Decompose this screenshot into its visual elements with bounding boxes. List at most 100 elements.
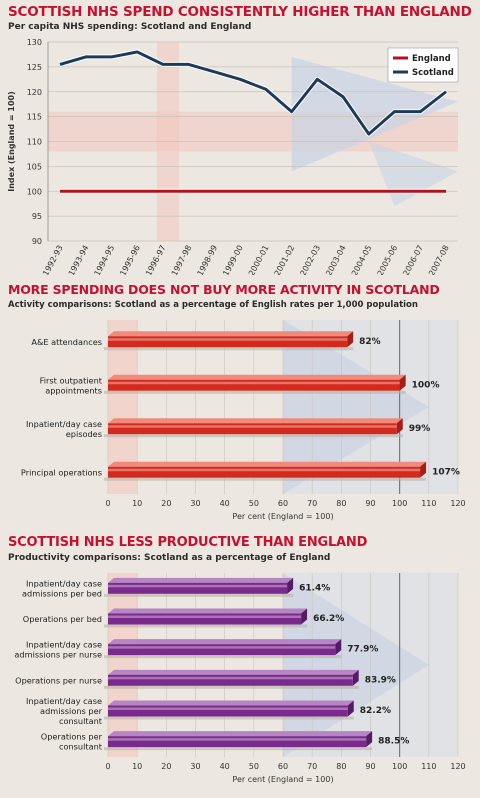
bar-end-face [399, 374, 406, 391]
bar-top-face [108, 608, 308, 614]
bg-triangle [283, 320, 429, 494]
x-tick-label: 100 [392, 499, 407, 508]
category-label: Inpatient/day case episodes [26, 419, 102, 439]
bar-shadow [104, 747, 373, 751]
x-tick-label: 1996-97 [144, 244, 168, 275]
bar-shadow [104, 434, 403, 438]
x-tick-label: 30 [190, 499, 200, 508]
bar [108, 379, 400, 391]
productivity-bar-chart: 0 10 20 30 40 50 60 70 80 90 100 110 120 Per cent (En… [14, 573, 466, 784]
x-tick-label: 2003-04 [324, 244, 348, 275]
x-tick-label: 30 [190, 762, 200, 771]
chart2-title: MORE SPENDING DOES NOT BUY MORE ACTIVITY… [8, 282, 440, 297]
bar-shadow [104, 624, 308, 628]
category-label: First outpatient appointments [40, 375, 103, 395]
x-tick-label: 110 [421, 499, 436, 508]
bar-shadow [104, 477, 427, 481]
x-axis-title: Per cent (England = 100) [232, 512, 333, 521]
bar-top-face [108, 374, 406, 380]
category-label: Operations per bed [23, 614, 102, 624]
x-tick-label: 1993-94 [67, 244, 91, 275]
bar-top-face [108, 731, 373, 737]
x-tick-label: 20 [161, 499, 171, 508]
bar-highlight [108, 584, 288, 588]
bar-highlight [108, 425, 397, 428]
bar-top-face [108, 331, 354, 337]
x-tick-label: 120 [450, 762, 465, 771]
category-label: A&E attendances [31, 337, 102, 347]
bar [108, 613, 302, 625]
bar-value-label: 82% [359, 337, 381, 347]
bar-shadow [104, 716, 354, 720]
y-tick-label: 130 [27, 38, 42, 47]
x-tick-label: 70 [307, 762, 317, 771]
bar-end-face [347, 700, 354, 717]
legend-box [387, 47, 459, 83]
x-tick-label: 1998-99 [196, 244, 220, 275]
x-tick-label: 1999-00 [221, 244, 245, 275]
bar [108, 644, 336, 656]
bar-top-face [108, 461, 427, 467]
bar-top-face [108, 669, 359, 675]
bar [108, 336, 348, 348]
x-tick-label: 70 [307, 499, 317, 508]
legend-label-scotland: Scotland [412, 68, 454, 78]
line-chart: 90 95 100 105 110 115 120 125 130 Index (England … [7, 38, 459, 275]
bar-end-face [352, 669, 359, 686]
bar-shadow [104, 347, 354, 351]
chart3-subtitle: Productivity comparisons: Scotland as a … [8, 553, 331, 563]
bar-shadow [104, 655, 342, 659]
x-tick-label: 120 [450, 499, 465, 508]
bar-highlight [108, 381, 400, 385]
y-tick-label: 95 [32, 212, 42, 221]
category-label: Operations per nurse [15, 675, 102, 685]
bar-shadow [104, 390, 406, 394]
category-label: Inpatient/day case admissions per bed [22, 578, 102, 598]
x-tick-label: 1997-98 [170, 244, 194, 275]
x-tick-label: 40 [220, 499, 230, 508]
bar-value-label: 88.5% [378, 737, 409, 747]
bar-highlight [108, 738, 367, 741]
bar [108, 705, 348, 717]
bar-highlight [108, 468, 421, 472]
chart2-subtitle: Activity comparisons: Scotland as a perc… [8, 300, 418, 310]
x-tick-label: 0 [105, 499, 110, 508]
bar-highlight [108, 676, 353, 680]
bar-top-face [108, 639, 342, 645]
y-tick-label: 125 [27, 63, 42, 72]
legend-label-england: England [412, 54, 451, 64]
bg-triangle-1 [291, 56, 458, 172]
bar [108, 674, 353, 686]
bar-value-label: 107% [432, 467, 460, 477]
bar-value-label: 83.9% [365, 675, 396, 685]
x-tick-label: 1992-93 [41, 244, 65, 275]
x-tick-label: 80 [336, 499, 346, 508]
bar-shadow [104, 593, 294, 597]
y-tick-label: 90 [32, 237, 42, 246]
x-tick-label: 1994-95 [93, 244, 117, 275]
bar-value-label: 61.4% [299, 583, 330, 593]
x-tick-label: 2007-08 [427, 244, 451, 275]
x-tick-label: 10 [132, 499, 142, 508]
x-tick-label: 50 [249, 499, 259, 508]
bar [108, 466, 421, 478]
bar-value-label: 82.2% [360, 706, 391, 716]
y-tick-label: 120 [27, 88, 42, 97]
x-tick-label: 2000-01 [247, 244, 271, 275]
bar-highlight [108, 707, 348, 710]
y-tick-label: 115 [27, 113, 42, 122]
category-label: Inpatient/day case admissions per nurse [14, 640, 102, 660]
x-tick-label: 2004-05 [350, 244, 374, 275]
bg-band-vertical [108, 573, 138, 757]
bar-value-label: 77.9% [347, 645, 378, 655]
x-tick-label: 1995-96 [118, 244, 142, 275]
category-label: Principal operations [21, 467, 102, 477]
bar-shadow [104, 685, 359, 689]
bar-top-face [108, 577, 294, 583]
activity-bar-chart: 0 10 20 30 40 50 60 70 80 90 100 110 120 Per cent (En… [21, 320, 466, 521]
bar-value-label: 66.2% [313, 614, 344, 624]
x-tick-label: 40 [220, 762, 230, 771]
y-tick-label: 105 [27, 162, 42, 171]
x-tick-label: 10 [132, 762, 142, 771]
